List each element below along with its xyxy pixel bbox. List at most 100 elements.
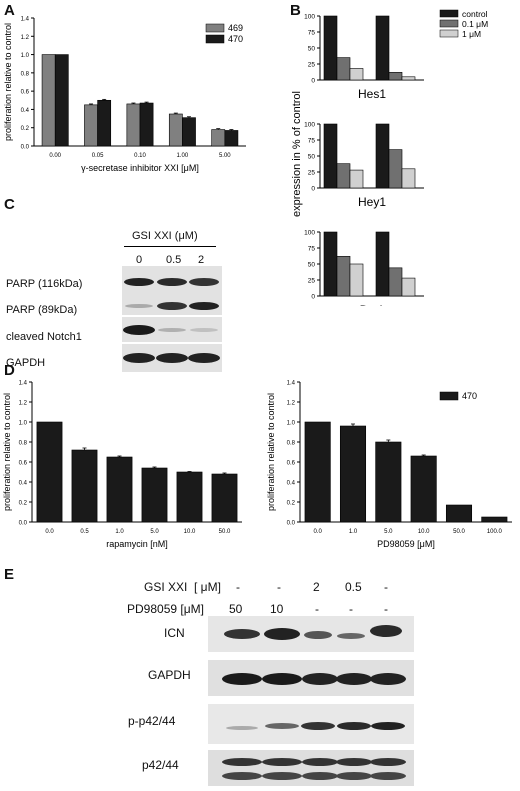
bar: [211, 129, 226, 147]
y-axis-label: proliferation relative to control: [266, 393, 276, 511]
bar: [401, 168, 416, 189]
y-tick-label: 50: [308, 46, 316, 53]
y-axis-label: expression in % of control: [291, 91, 303, 217]
gsi-value-e: -: [384, 580, 388, 594]
legend-label: control: [462, 9, 488, 19]
x-tick-label: 10.0: [418, 529, 430, 535]
x-tick-label: 50.0: [453, 529, 465, 535]
bar: [323, 231, 338, 297]
bar: [323, 123, 338, 189]
bar: [481, 516, 508, 523]
bar: [168, 113, 183, 147]
y-tick-label: 0.8: [19, 441, 28, 447]
legend-swatch: [439, 19, 459, 28]
chart-a: 0.0 0.2 0.4 0.6 0.8 1.0 1.2 1.4 0.00 0.05 0.10 1.00…: [3, 17, 246, 173]
y-tick-label: 0.2: [287, 501, 296, 507]
bar: [126, 103, 141, 147]
blot-image-c: [122, 266, 222, 372]
y-tick-label: 0.4: [287, 481, 296, 487]
y-tick-label: 50: [308, 262, 316, 269]
y-tick-label: 0.8: [21, 71, 30, 77]
chart-title: Hes1: [358, 87, 386, 101]
chart-title: Hey1: [358, 195, 386, 209]
bar: [304, 421, 331, 523]
pd-value-e: 10: [270, 602, 284, 616]
chart-b: 0 25 50 75 100 Hes1 0 25 50 75 100 Hey1 0 25 50 75 100 Dt…: [291, 9, 488, 306]
header-line-c: [124, 246, 216, 247]
y-tick-label: 0.0: [21, 145, 30, 151]
bar: [224, 130, 239, 147]
x-tick-label: 100.0: [487, 529, 503, 535]
y-tick-label: 100: [304, 122, 315, 129]
chart-d-pd98059: 0.0 0.2 0.4 0.6 0.8 1.0 1.2 1.4 0.0 1.0 5.0 10.0 50.…: [266, 381, 512, 549]
x-axis-label: rapamycin [nM]: [106, 539, 168, 549]
y-tick-label: 0: [311, 186, 315, 193]
y-tick-label: 75: [308, 138, 316, 145]
bar: [36, 421, 63, 523]
pd-value-e: -: [315, 602, 319, 616]
y-tick-label: 100: [304, 230, 315, 237]
x-tick-label: 5.0: [384, 529, 393, 535]
y-tick-label: 100: [304, 14, 315, 21]
legend-swatch: [205, 23, 225, 33]
gsi-value-e: 0.5: [345, 580, 362, 594]
x-tick-label: 50.0: [219, 529, 231, 535]
y-tick-label: 1.0: [21, 53, 30, 59]
y-tick-label: 1.0: [19, 421, 28, 427]
y-tick-label: 25: [308, 62, 316, 69]
y-tick-label: 1.4: [19, 381, 28, 387]
x-tick-label: 0.05: [92, 153, 104, 159]
x-tick-label: 0.0: [313, 529, 322, 535]
legend-label: 470: [228, 34, 243, 44]
bar: [84, 104, 98, 147]
y-tick-label: 0.0: [19, 521, 28, 527]
y-axis-label: proliferation relative to control: [2, 393, 12, 511]
y-axis-label: proliferation relative to control: [3, 23, 13, 141]
y-tick-label: 0.0: [287, 521, 296, 527]
lane-label-c: 0: [136, 254, 143, 266]
y-tick-label: 1.4: [21, 17, 30, 23]
panel-letter-e: E: [4, 566, 15, 583]
bar: [176, 471, 203, 523]
legend-label: 469: [228, 23, 243, 33]
x-tick-label: 1.0: [349, 529, 358, 535]
blot-c: GSI XXI (μM) 0 0.5 2 PARP (116kDa) PARP …: [0, 196, 290, 372]
bar: [336, 256, 351, 297]
x-tick-label: 0.0: [45, 529, 54, 535]
x-tick-label: 5.0: [150, 529, 159, 535]
x-tick-label: 0.00: [49, 153, 61, 159]
bar: [349, 169, 364, 189]
y-tick-label: 25: [308, 278, 316, 285]
y-tick-label: 1.2: [21, 35, 30, 41]
bar: [401, 76, 416, 81]
bar: [211, 473, 238, 523]
y-tick-label: 1.2: [287, 401, 296, 407]
row-label-e: GAPDH: [148, 668, 191, 682]
x-tick-label: 0.5: [80, 529, 89, 535]
blot-e: GSI XXI [ μM] PD98059 [μM] - - 2 0.5 - 5…: [0, 566, 520, 791]
chart-title: Dtx1: [360, 303, 385, 306]
legend-label: 0.1 μM: [462, 19, 488, 29]
y-tick-label: 0.8: [287, 441, 296, 447]
y-tick-label: 1.2: [19, 401, 28, 407]
gsi-value-e: -: [236, 580, 240, 594]
panel-letter-c: C: [4, 196, 15, 213]
bar: [323, 15, 338, 81]
bar: [106, 456, 133, 523]
x-tick-label: 0.10: [134, 153, 146, 159]
panel-letter-b: B: [290, 2, 301, 19]
y-tick-label: 1.0: [287, 421, 296, 427]
legend-swatch: [439, 391, 459, 401]
panel-letter-d: D: [4, 362, 15, 379]
bar: [339, 425, 367, 523]
legend-label: 470: [462, 391, 477, 401]
x-axis-label: γ-secretase inhibitor XXI [μM]: [81, 163, 199, 173]
y-tick-label: 75: [308, 30, 316, 37]
y-tick-label: 0: [311, 294, 315, 301]
panel-letter-a: A: [4, 2, 15, 19]
y-tick-label: 0.6: [287, 461, 296, 467]
bar: [141, 467, 168, 523]
legend-label: 1 μM: [462, 29, 481, 39]
bar: [388, 267, 403, 297]
pd-label-e: PD98059 [μM]: [127, 602, 204, 616]
